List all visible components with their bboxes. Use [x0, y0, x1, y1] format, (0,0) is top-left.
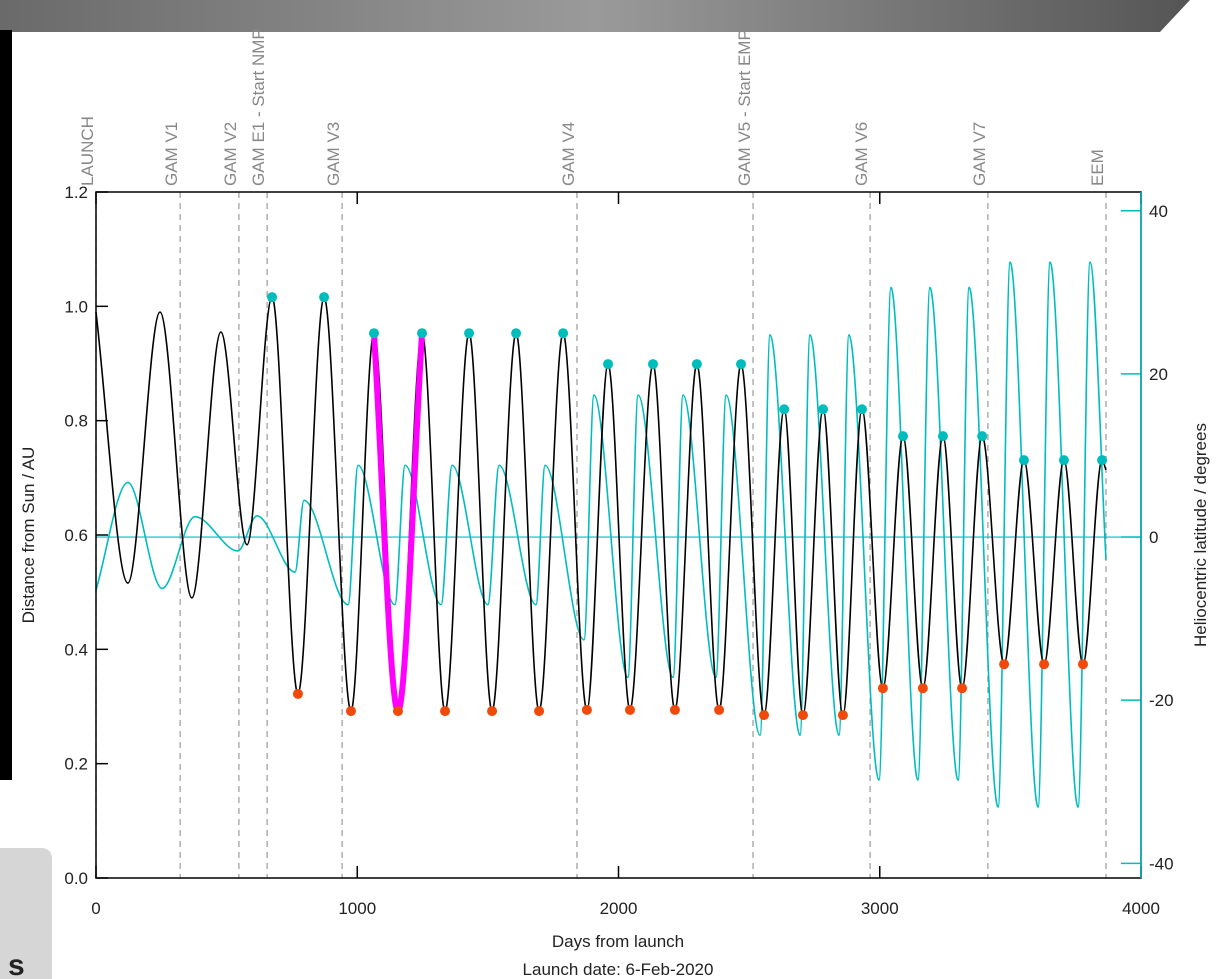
y-tick-label: 0.4: [64, 640, 88, 659]
marker: [669, 704, 680, 715]
y2-tick-label: 20: [1149, 365, 1168, 384]
marker: [292, 688, 303, 699]
event-label: GAM V5 - Start EMP: [735, 29, 754, 186]
marker: [898, 431, 909, 442]
marker: [1039, 659, 1050, 670]
marker: [1058, 455, 1069, 466]
y-tick-label: 0.0: [64, 869, 88, 888]
x-tick-label: 2000: [600, 899, 638, 918]
marker: [736, 359, 747, 370]
marker: [603, 359, 614, 370]
marker: [487, 706, 498, 717]
x-tick-label: 0: [91, 899, 100, 918]
x-axis-label: Days from launch: [552, 932, 684, 951]
marker: [917, 683, 928, 694]
marker: [877, 683, 888, 694]
event-label: GAM V7: [970, 122, 989, 186]
marker: [464, 328, 475, 339]
event-label: EEM: [1088, 149, 1107, 186]
event-label: GAM E1 - Start NMP: [249, 28, 268, 186]
marker: [1018, 455, 1029, 466]
marker: [691, 359, 702, 370]
x-tick-label: 1000: [338, 899, 376, 918]
marker: [779, 404, 790, 415]
y-tick-label: 0.8: [64, 412, 88, 431]
y-tick-label: 0.2: [64, 755, 88, 774]
marker: [368, 328, 379, 339]
event-label: LAUNCH: [78, 116, 97, 186]
marker: [345, 706, 356, 717]
marker: [558, 328, 569, 339]
y2-tick-label: -20: [1149, 691, 1174, 710]
marker: [714, 704, 725, 715]
marker: [1097, 455, 1108, 466]
marker: [937, 431, 948, 442]
side-tab[interactable]: [0, 848, 52, 979]
marker: [837, 710, 848, 721]
marker: [1078, 659, 1089, 670]
event-label: GAM V1: [162, 122, 181, 186]
marker: [957, 683, 968, 694]
marker: [267, 292, 278, 303]
y2-tick-label: 0: [1149, 528, 1158, 547]
marker: [393, 706, 404, 717]
marker: [581, 704, 592, 715]
marker: [797, 710, 808, 721]
marker: [319, 292, 330, 303]
event-label: GAM V2: [221, 122, 240, 186]
y2-tick-label: -40: [1149, 854, 1174, 873]
y-tick-label: 0.6: [64, 526, 88, 545]
y-axis-label: Distance from Sun / AU: [19, 447, 38, 624]
header-banner: [0, 0, 1190, 32]
marker: [417, 328, 428, 339]
side-bar: [0, 30, 12, 780]
side-tab-label: s: [8, 949, 25, 979]
series-line: [95, 261, 1107, 808]
marker: [624, 704, 635, 715]
x-tick-label: 3000: [861, 899, 899, 918]
y2-axis-label: Heliocentric latitude / degrees: [1191, 423, 1210, 647]
event-label: GAM V6: [852, 122, 871, 186]
y2-tick-label: 40: [1149, 202, 1168, 221]
marker: [647, 359, 658, 370]
event-label: GAM V4: [559, 122, 578, 186]
marker: [440, 706, 451, 717]
y-tick-label: 1.0: [64, 297, 88, 316]
x-axis-sublabel: Launch date: 6-Feb-2020: [523, 960, 714, 979]
marker: [759, 710, 770, 721]
series-line: [370, 333, 426, 715]
marker: [534, 706, 545, 717]
x-tick-label: 4000: [1122, 899, 1160, 918]
marker: [818, 404, 829, 415]
marker: [999, 659, 1010, 670]
marker: [977, 431, 988, 442]
series-line: [95, 296, 1107, 716]
y-tick-label: 1.2: [64, 183, 88, 202]
marker: [856, 404, 867, 415]
event-label: GAM V3: [324, 122, 343, 186]
marker: [511, 328, 522, 339]
